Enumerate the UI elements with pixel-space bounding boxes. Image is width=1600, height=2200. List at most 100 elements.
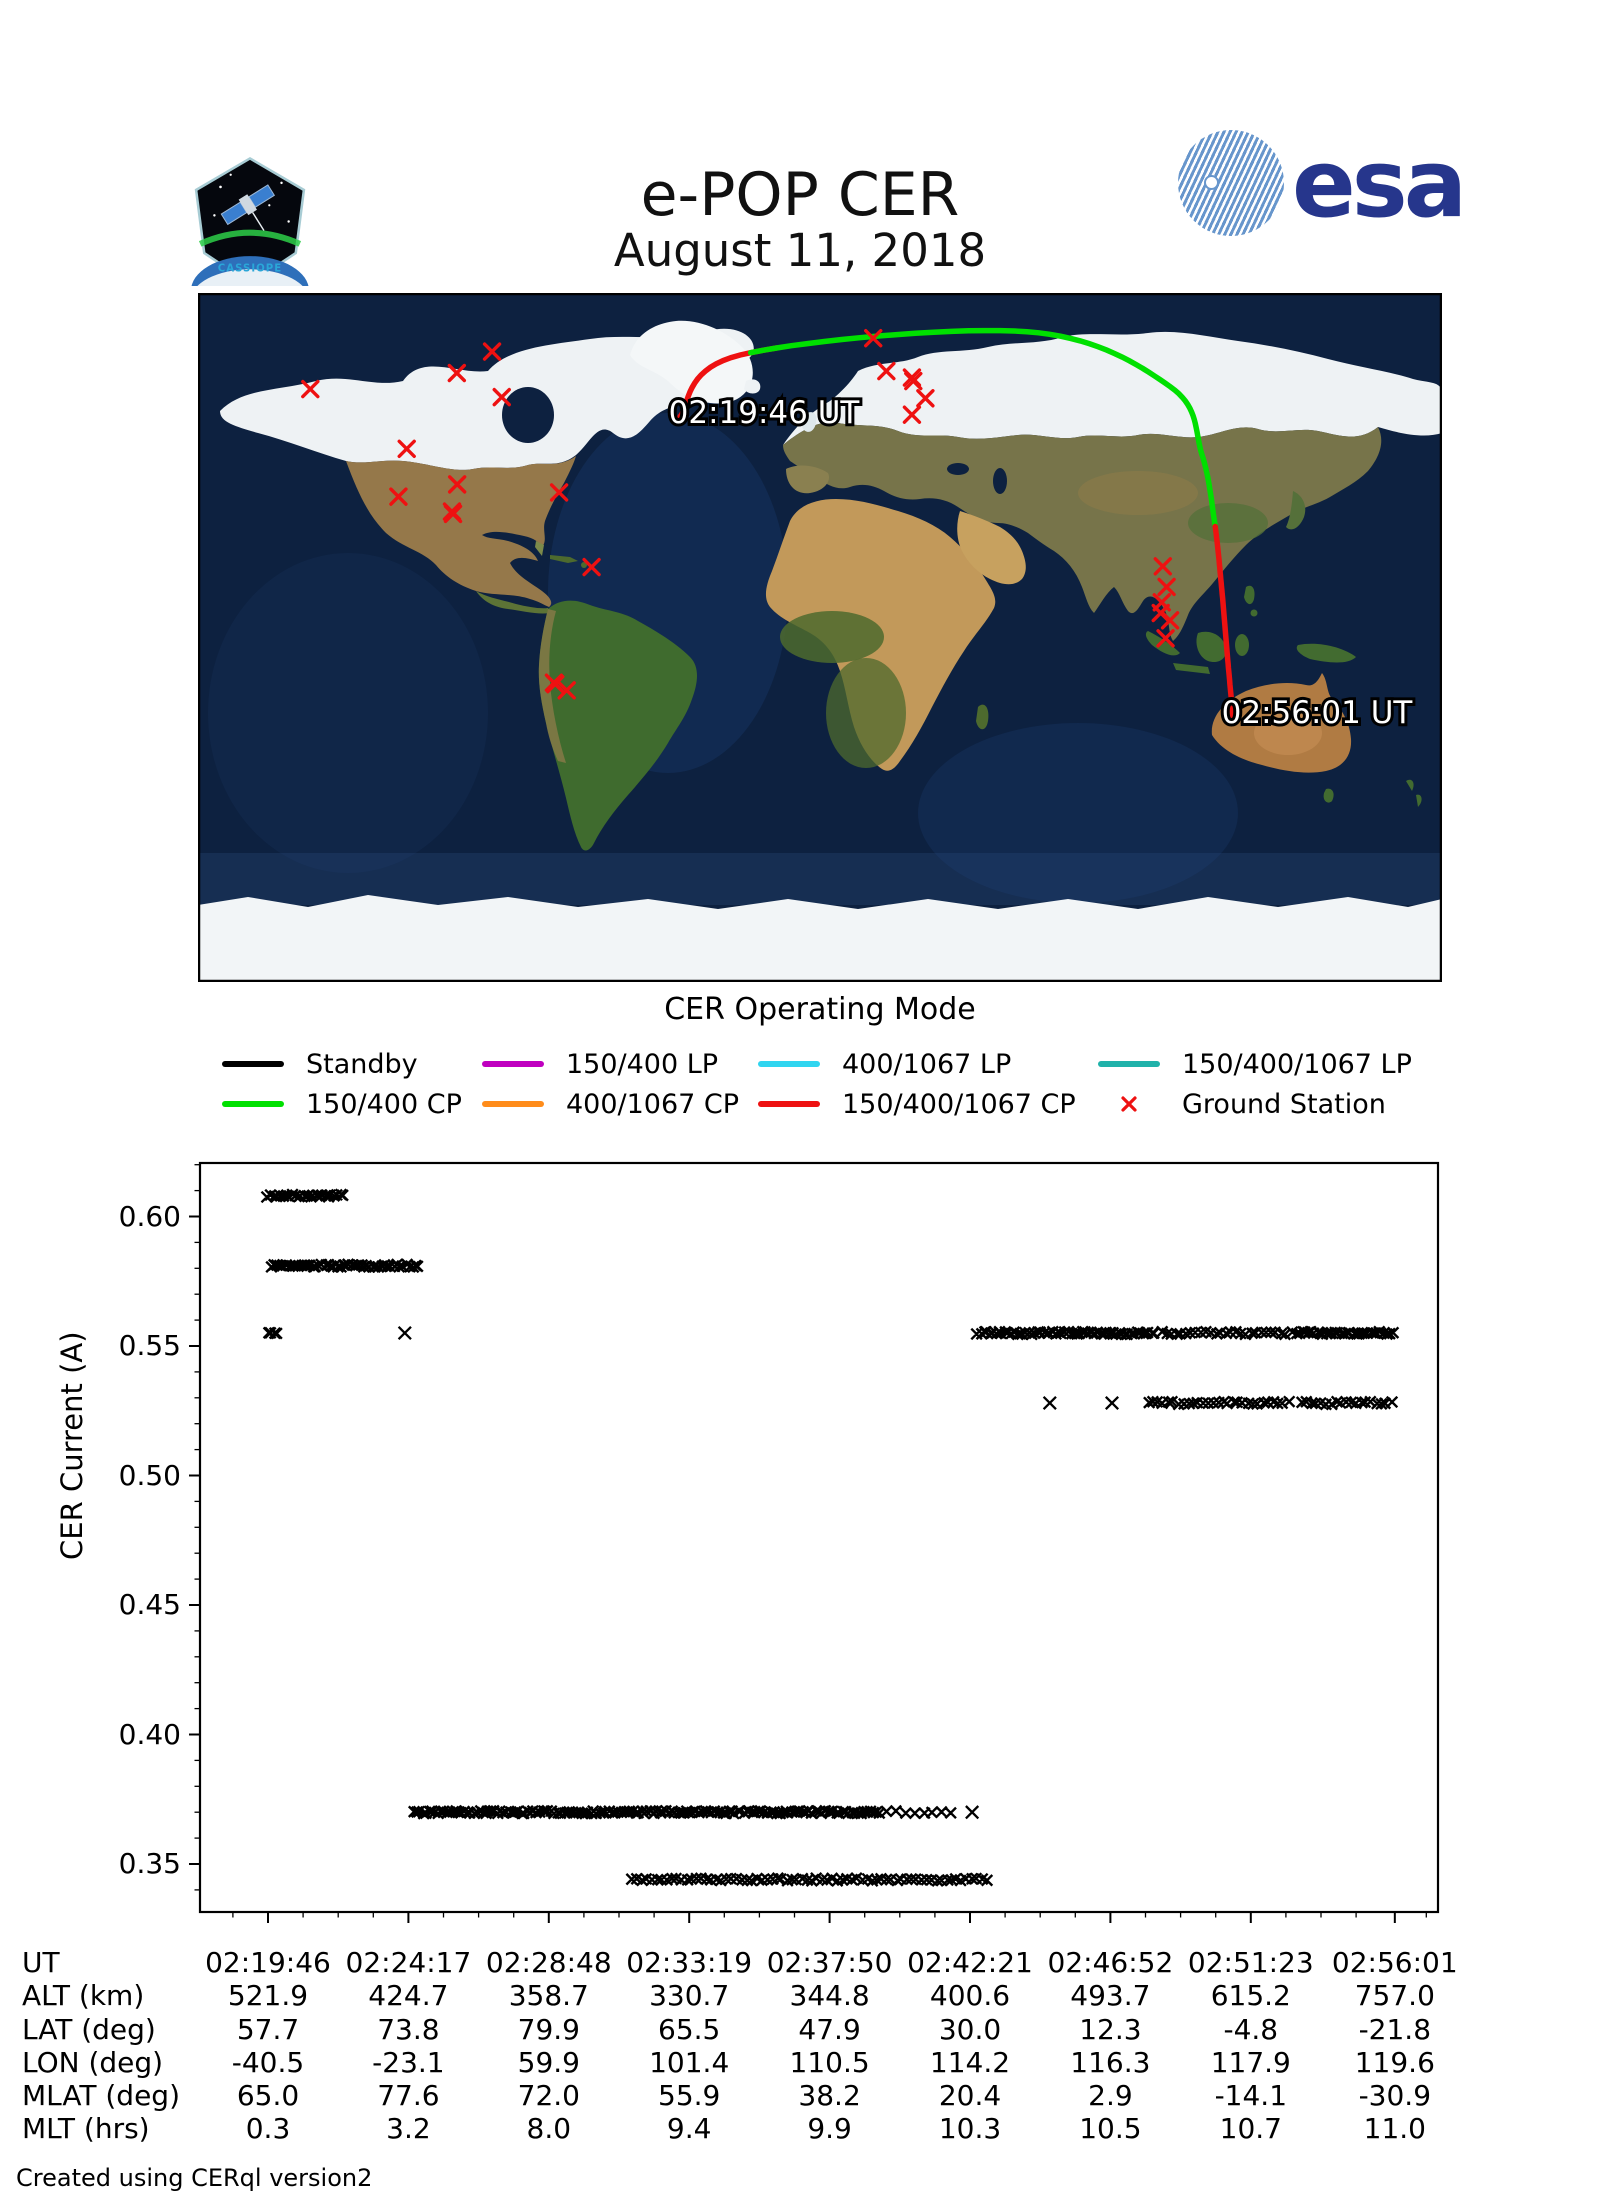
legend-column: 400/1067 LP 150/400/1067 CP: [758, 1044, 1076, 1124]
table-row-label: LAT (deg): [22, 2013, 156, 2046]
table-cell: -4.8: [1223, 2013, 1279, 2046]
table-cell: 114.2: [929, 2046, 1011, 2079]
world-map: 02:19:46 UT 02:56:01 UT: [197, 292, 1443, 983]
scatter-band: [625, 1872, 994, 1888]
continents: [198, 320, 1442, 982]
continent-south-america: [538, 600, 697, 851]
table-cell: 02:46:52: [1047, 1946, 1174, 1979]
ground-station-marker: [447, 475, 467, 494]
legend-item: 400/1067 CP: [482, 1084, 782, 1124]
table-cell: 38.2: [798, 2079, 861, 2112]
ground-station-marker: [864, 328, 883, 348]
legend-line-swatch: [482, 1061, 544, 1067]
scatter-band: [1295, 1395, 1399, 1411]
legend-line-swatch: [222, 1061, 284, 1067]
track-end-time-label: 02:56:01 UT: [1222, 695, 1414, 731]
table-cell: 47.9: [798, 2013, 861, 2046]
table-cell: 358.7: [508, 1979, 589, 2012]
ground-station-marker: [1157, 577, 1176, 597]
y-axis-tick-label: 0.55: [118, 1329, 181, 1362]
legend-line-swatch: [758, 1101, 820, 1107]
table-cell: 615.2: [1210, 1979, 1291, 2012]
table-cell: 02:33:19: [626, 1946, 753, 1979]
continent-greenland: [630, 320, 753, 404]
map-border: [197, 292, 1443, 983]
table-cell: 02:37:50: [766, 1946, 893, 1979]
scatter-point: [1042, 1395, 1057, 1411]
table-cell: 330.7: [649, 1979, 730, 2012]
table-cell: -23.1: [372, 2046, 445, 2079]
continent-new-guinea: [1296, 643, 1356, 663]
plot-border: [198, 1161, 1440, 1914]
scatter-band: [1143, 1395, 1296, 1411]
esa-globe-icon: [1178, 130, 1284, 236]
ground-station-marker: [482, 342, 502, 361]
table-cell: 12.3: [1079, 2013, 1142, 2046]
legend-item: 150/400/1067 CP: [758, 1084, 1076, 1124]
y-axis-tick-label: 0.60: [118, 1199, 181, 1233]
footer-credit: Created using CERql version2: [16, 2164, 373, 2192]
table-cell: 2.9: [1088, 2079, 1133, 2112]
scatter-point: [965, 1805, 980, 1820]
page-date: August 11, 2018: [613, 224, 987, 277]
table-cell: 119.6: [1354, 2046, 1435, 2079]
table-cell: 8.0: [526, 2112, 572, 2145]
legend-line-swatch: [758, 1061, 820, 1067]
continent-uk: [802, 412, 817, 432]
table-cell: 344.8: [789, 1979, 870, 2012]
scatter-band: [260, 1188, 349, 1204]
ground-station-marker: [1160, 611, 1180, 630]
scatter-point: [1104, 1395, 1120, 1411]
legend-item: Ground Station: [1098, 1084, 1398, 1124]
continent-eurasia-north: [783, 331, 1442, 445]
table-cell: 65.5: [658, 2013, 721, 2046]
table-cell: 02:42:21: [907, 1946, 1033, 1979]
orbit-track-segment: [677, 345, 780, 420]
table-cell: -40.5: [231, 2046, 305, 2079]
legend-label: Ground Station: [1182, 1088, 1386, 1120]
table-cell: 79.9: [517, 2013, 580, 2046]
scatter-band: [1156, 1325, 1292, 1341]
track-start-time-label: 02:19:46 UT: [669, 395, 861, 431]
table-cell: 02:24:17: [345, 1946, 472, 1979]
legend-item: 400/1067 LP: [758, 1044, 1058, 1084]
table-cell: 9.9: [807, 2112, 852, 2145]
table-cell: 02:19:46: [205, 1946, 331, 1979]
ground-station-marker: [916, 389, 935, 408]
legend-column: 150/400 LP 400/1067 CP: [482, 1044, 782, 1124]
table-cell: 02:56:01: [1331, 1946, 1458, 1979]
scatter-band: [880, 1804, 957, 1820]
ground-station-marker: [549, 483, 569, 502]
y-axis-tick-label: 0.50: [118, 1458, 181, 1492]
esa-logo-text: esa: [1292, 130, 1467, 239]
legend-column: 150/400/1067 LP Ground Station: [1098, 1044, 1412, 1124]
table-cell: 117.9: [1210, 2046, 1291, 2079]
ground-station-marker: [877, 361, 896, 381]
table-cell: 110.5: [789, 2046, 870, 2079]
ground-station-marker: [301, 379, 320, 399]
ground-station-marker: [1153, 557, 1172, 576]
table-cell: 55.9: [658, 2079, 721, 2112]
scatter-band: [265, 1258, 424, 1274]
scatter-band: [407, 1804, 886, 1820]
table-cell: -21.8: [1358, 2013, 1432, 2046]
orbit-track-segment: [1212, 523, 1237, 724]
table-cell: -14.1: [1214, 2079, 1288, 2112]
legend-item: Standby: [222, 1044, 522, 1084]
ground-station-marker: [902, 405, 922, 424]
ground-station-marker: [447, 363, 467, 383]
legend-label: Standby: [306, 1048, 418, 1080]
legend-column: Standby 150/400 CP: [222, 1044, 522, 1124]
ground-station-marker: [904, 371, 923, 391]
table-cell: 20.4: [938, 2079, 1002, 2112]
legend-item: 150/400 LP: [482, 1044, 782, 1084]
page-title: e-POP CER: [640, 160, 960, 230]
ground-station-marker: [397, 439, 416, 458]
ground-stations: [301, 328, 1180, 700]
table-row-label: ALT (km): [22, 1979, 145, 2012]
legend-line-swatch: [482, 1101, 544, 1107]
y-axis-tick-label: 0.45: [118, 1588, 181, 1621]
legend-line-swatch: [1098, 1061, 1160, 1067]
